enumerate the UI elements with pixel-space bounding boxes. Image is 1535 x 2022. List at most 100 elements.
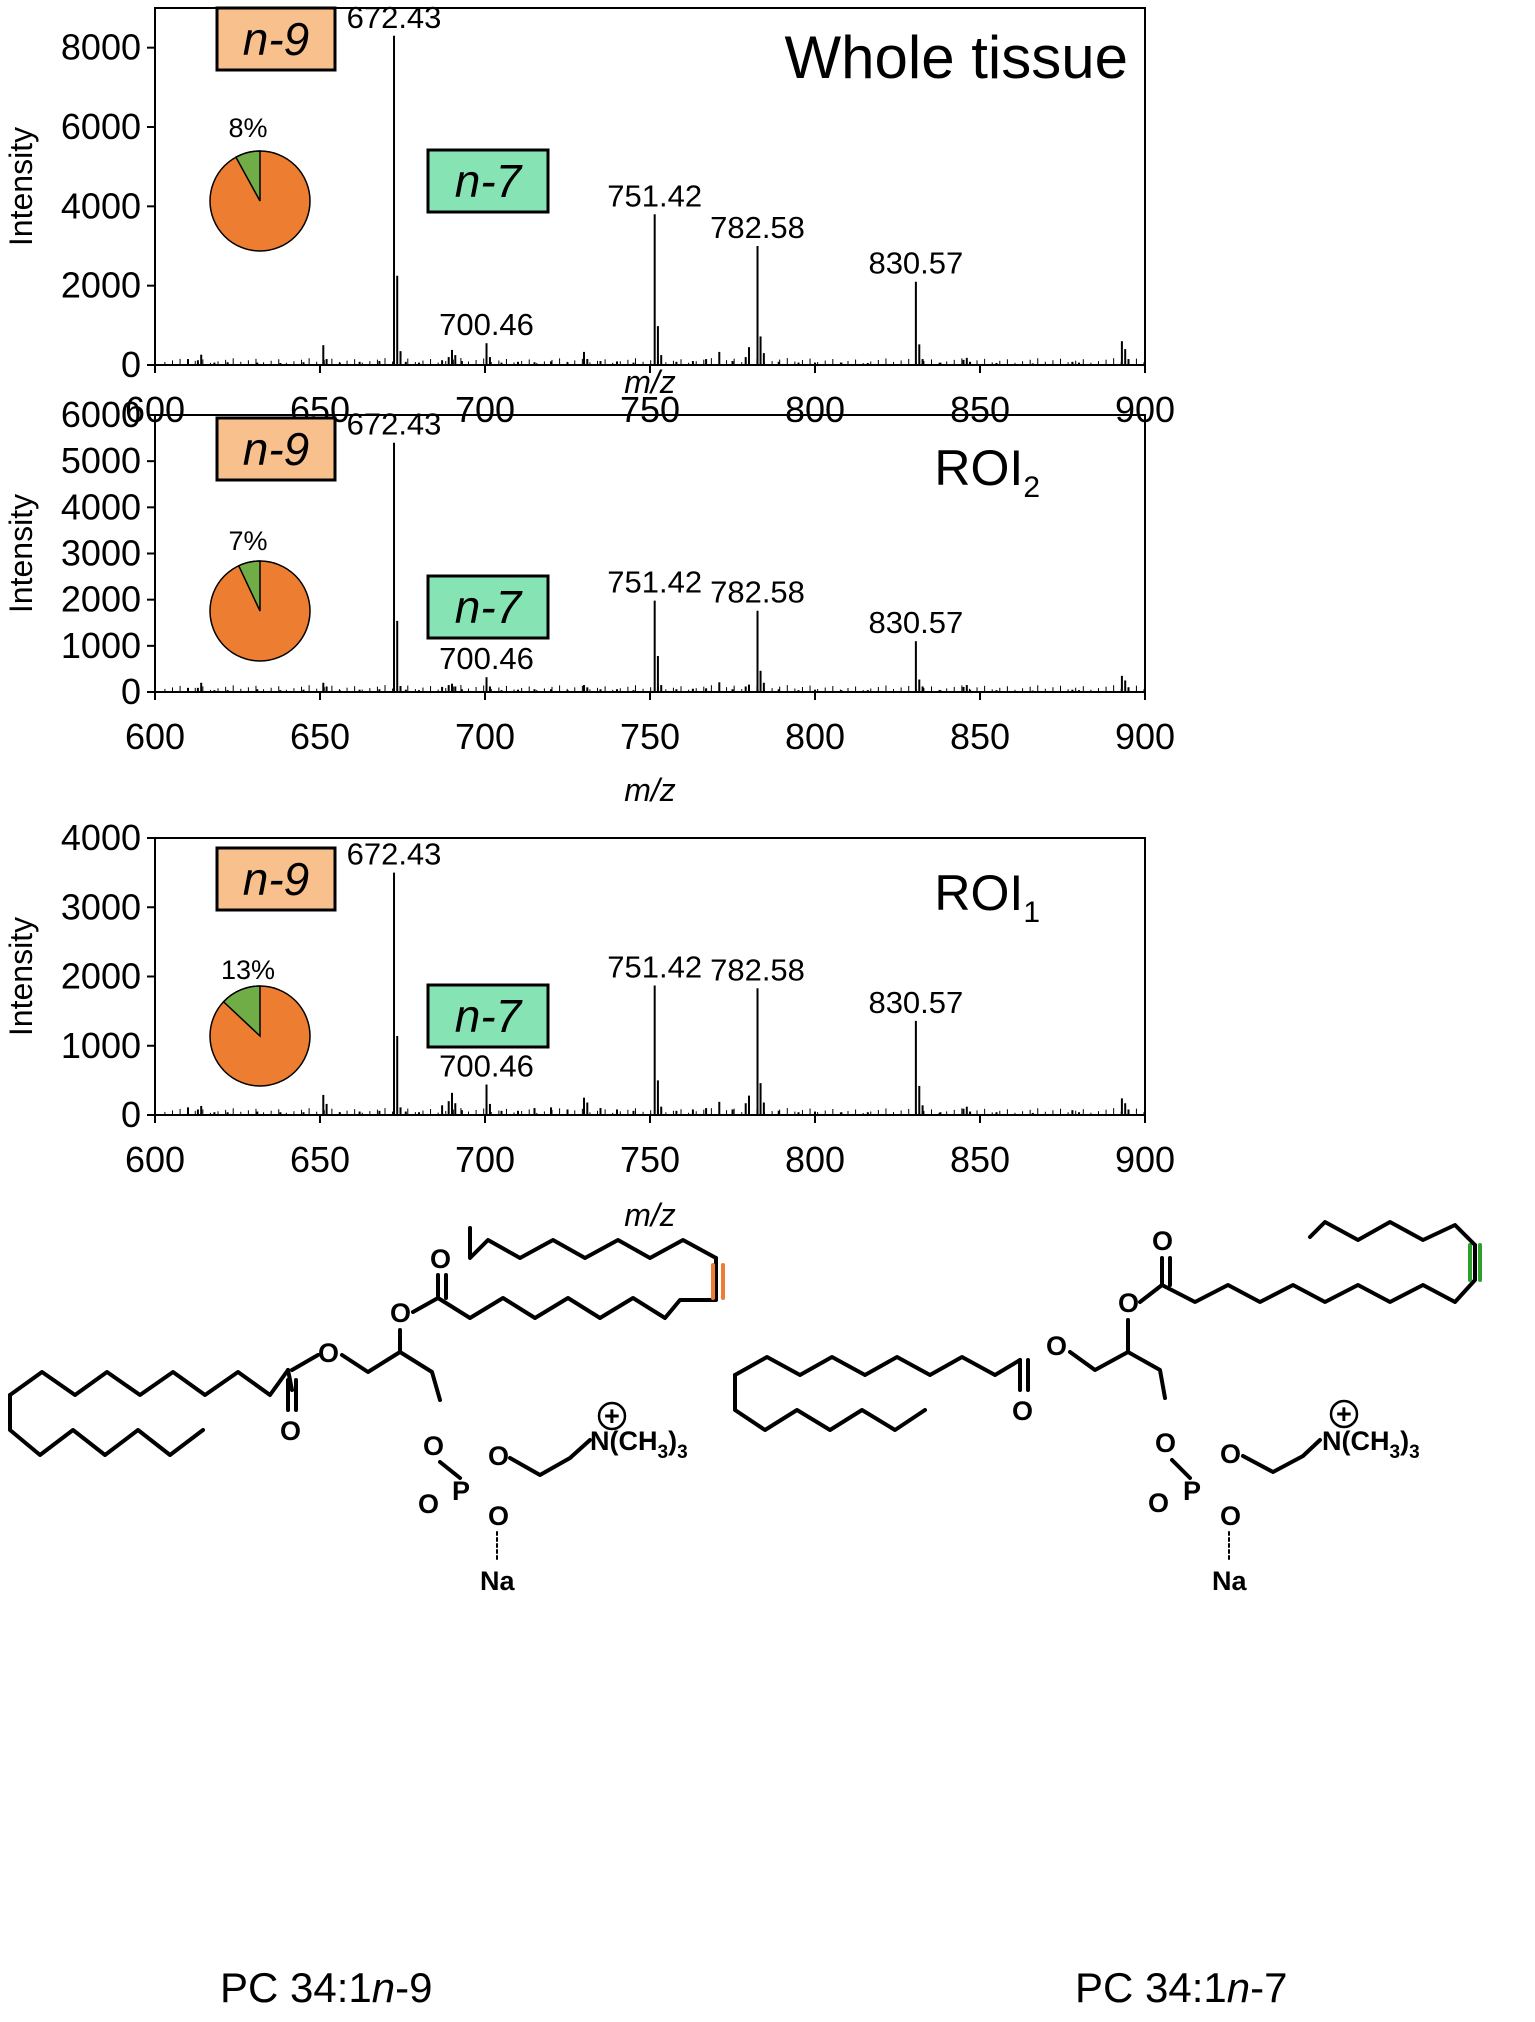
- n7-label-box: [426, 574, 550, 640]
- nitrogen-group: N(CH3)3: [590, 1426, 688, 1463]
- y-tick-label: 5000: [61, 440, 141, 481]
- peak-label: 751.42: [607, 178, 702, 213]
- oxygen-atom: O: [1012, 1396, 1033, 1426]
- structure-pc-n7: O O O O O P O O O Na N(CH3)3 + PC 34:1n-…: [733, 1220, 1482, 2011]
- n7-label-box: [426, 983, 550, 1049]
- peak-label: 751.42: [607, 950, 702, 985]
- x-tick-label: 700: [455, 1139, 515, 1180]
- x-tick-label: 600: [125, 1139, 185, 1180]
- peak-label: 700.46: [439, 1049, 534, 1084]
- chain-sn2-right-tail: [1308, 1220, 1477, 1247]
- pie-percent-label: 13%: [221, 955, 275, 985]
- sodium-atom: Na: [1212, 1566, 1247, 1596]
- n7-label: n-7: [455, 990, 523, 1042]
- panel-title: ROI1: [934, 865, 1040, 929]
- bond: [1170, 1458, 1192, 1480]
- charge-circle: [597, 1401, 627, 1431]
- pie-slice-n7: [222, 985, 261, 1038]
- peak-label: 782.58: [710, 210, 805, 245]
- x-tick-label: 800: [785, 389, 845, 430]
- n7-label: n-7: [455, 155, 523, 207]
- peak-label: 782.58: [710, 575, 805, 610]
- n7-label-box: [426, 148, 550, 214]
- bond: [438, 1460, 462, 1480]
- caption-right: PC 34:1n-7: [1075, 1964, 1287, 2011]
- y-tick-label: 4000: [61, 486, 141, 527]
- x-tick-label: 650: [290, 1139, 350, 1180]
- oxygen-atom: O: [318, 1338, 339, 1368]
- y-tick-label: 0: [121, 344, 141, 385]
- n9-label-box: [215, 416, 337, 482]
- phosphorus-atom: P: [1183, 1476, 1201, 1506]
- pie-percent-label: 8%: [228, 113, 267, 143]
- chain-sn1-left-lower: [8, 1393, 205, 1457]
- chain-sn1-left: [8, 1368, 290, 1397]
- pie-slice-n7: [234, 150, 261, 202]
- y-tick-label: 4000: [61, 817, 141, 858]
- glycerol-backbone-left: [340, 1350, 442, 1402]
- oxygen-atom: O: [1220, 1439, 1241, 1469]
- bond: [1138, 1283, 1164, 1304]
- y-tick-label: 0: [121, 671, 141, 712]
- oxygen-atom: O: [418, 1489, 439, 1519]
- x-tick-label: 600: [125, 716, 185, 757]
- y-tick-label: 0: [121, 1094, 141, 1135]
- oxygen-atom: O: [1148, 1488, 1169, 1518]
- pie-percent-label: 7%: [228, 526, 267, 556]
- y-tick-label: 4000: [61, 185, 141, 226]
- x-tick-label: 750: [620, 389, 680, 430]
- oxygen-atom: O: [1152, 1226, 1173, 1256]
- y-tick-label: 2000: [61, 579, 141, 620]
- x-axis-label: m/z: [624, 772, 676, 808]
- choline-chain-left: [508, 1438, 592, 1477]
- structure-pc-n9: O O O O O P O O O Na N(CH3)3 + PC 34:1n-…: [8, 1226, 725, 2011]
- n9-label: n-9: [243, 13, 309, 65]
- sodium-atom: Na: [480, 1566, 515, 1596]
- n7-label: n-7: [455, 581, 523, 633]
- glycerol-backbone-right: [1068, 1350, 1167, 1400]
- phosphorus-atom: P: [452, 1476, 470, 1506]
- chain-sn2-right: [1160, 1243, 1477, 1304]
- y-tick-label: 1000: [61, 625, 141, 666]
- peak-label: 700.46: [439, 641, 534, 676]
- x-axis-label: m/z: [624, 1197, 676, 1233]
- oxygen-atom: O: [488, 1501, 509, 1531]
- peak-label: 830.57: [868, 246, 963, 281]
- oxygen-atom: O: [390, 1298, 411, 1328]
- peak-label: 830.57: [868, 985, 963, 1020]
- n9-label: n-9: [243, 853, 309, 905]
- peak-label: 782.58: [710, 952, 805, 987]
- y-tick-label: 6000: [61, 106, 141, 147]
- x-tick-label: 850: [950, 716, 1010, 757]
- panel-roi2: 0 1000 2000 3000 4000 5000 6000 600 650 700 750 800…: [3, 394, 1175, 808]
- y-axis-label: Intensity: [3, 494, 39, 613]
- y-axis-label: Intensity: [3, 917, 39, 1036]
- pie-slice-n7: [237, 560, 261, 612]
- nitrogen-group: N(CH3)3: [1322, 1426, 1420, 1463]
- x-tick-label: 850: [950, 389, 1010, 430]
- peak-label: 672.43: [347, 837, 442, 872]
- y-axis-label: Intensity: [3, 127, 39, 246]
- n9-label-box: [215, 846, 337, 912]
- bond: [290, 1353, 320, 1372]
- charge-circle: [1329, 1399, 1359, 1429]
- x-tick-label: 700: [455, 389, 515, 430]
- chain-sn1-right: [733, 1373, 927, 1432]
- panel-title: ROI2: [934, 440, 1040, 504]
- oxygen-atom: O: [430, 1244, 451, 1274]
- charge-sign: +: [1336, 1399, 1352, 1429]
- y-tick-label: 8000: [61, 27, 141, 68]
- n9-label: n-9: [243, 423, 309, 475]
- x-tick-label: 800: [785, 716, 845, 757]
- charge-sign: +: [604, 1401, 620, 1431]
- y-tick-label: 2000: [61, 956, 141, 997]
- oxygen-atom: O: [423, 1431, 444, 1461]
- x-tick-label: 750: [620, 716, 680, 757]
- x-tick-label: 650: [290, 716, 350, 757]
- n9-label-box: [215, 6, 337, 72]
- oxygen-atom: O: [1118, 1288, 1139, 1318]
- y-tick-label: 3000: [61, 886, 141, 927]
- y-tick-label: 2000: [61, 265, 141, 306]
